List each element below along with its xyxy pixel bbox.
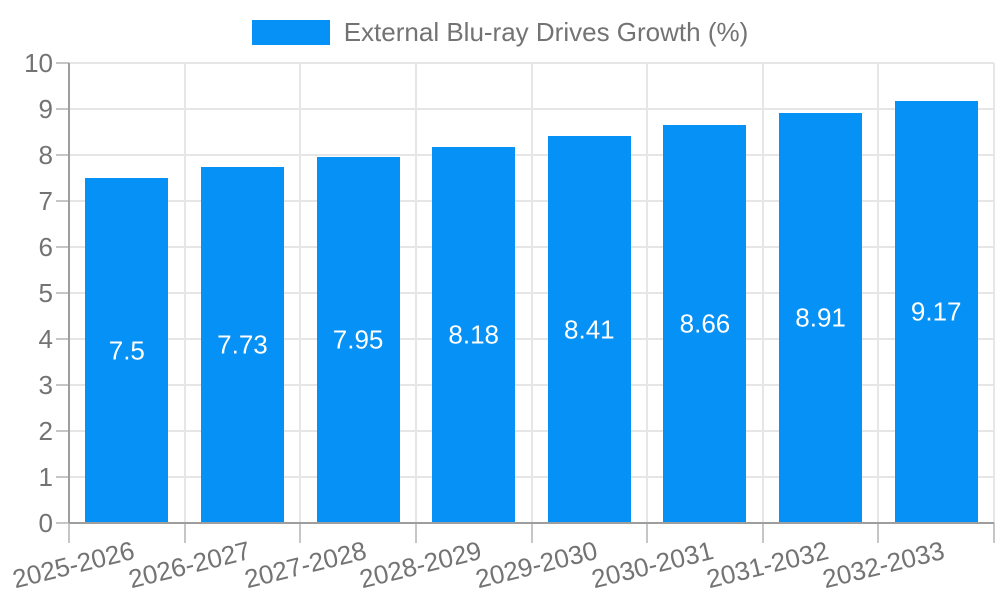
x-axis-line xyxy=(69,522,994,524)
v-gridline xyxy=(530,63,533,523)
y-axis-line xyxy=(68,63,70,523)
bar: 8.18 xyxy=(432,146,516,523)
bar: 7.73 xyxy=(200,167,284,523)
x-tick-label: 2026-2027 xyxy=(125,535,254,595)
x-axis-tick xyxy=(761,523,764,543)
y-tick-label: 9 xyxy=(38,94,53,124)
v-gridline xyxy=(414,63,417,523)
bar: 7.95 xyxy=(316,157,400,523)
y-axis-tick xyxy=(56,476,69,478)
y-axis-tick xyxy=(56,338,69,340)
bar: 9.17 xyxy=(894,101,978,523)
x-axis-tick xyxy=(299,523,302,543)
x-tick-label: 2025-2026 xyxy=(9,535,138,595)
y-axis-tick xyxy=(56,522,69,524)
x-axis-tick xyxy=(646,523,649,543)
x-tick-label: 2030-2031 xyxy=(588,535,716,595)
y-tick-label: 7 xyxy=(38,186,53,216)
y-tick-label: 5 xyxy=(38,278,53,308)
v-gridline xyxy=(183,63,186,523)
y-tick-label: 3 xyxy=(38,370,53,400)
x-axis-tick xyxy=(183,523,186,543)
y-tick-label: 10 xyxy=(24,48,53,78)
y-axis-tick xyxy=(56,108,69,110)
bar-value-label: 9.17 xyxy=(910,296,962,327)
x-tick-label: 2027-2028 xyxy=(241,535,370,595)
v-gridline xyxy=(761,63,764,523)
legend-swatch-icon xyxy=(251,19,330,45)
y-axis-tick xyxy=(56,246,69,248)
v-gridline xyxy=(646,63,649,523)
bar-value-label: 7.5 xyxy=(108,335,145,365)
x-tick-label: 2029-2030 xyxy=(472,535,601,595)
y-tick-label: 0 xyxy=(38,508,53,538)
x-axis-tick xyxy=(993,523,995,543)
x-axis-tick xyxy=(530,523,533,543)
bar-value-label: 7.95 xyxy=(332,324,384,355)
bar-value-label: 8.66 xyxy=(679,308,731,339)
y-tick-label: 4 xyxy=(38,324,53,354)
bar: 8.66 xyxy=(663,124,747,523)
bar-value-label: 8.41 xyxy=(564,314,615,345)
chart-legend[interactable]: External Blu-ray Drives Growth (%) xyxy=(0,17,1000,47)
v-gridline xyxy=(993,63,995,523)
plot-area: 2025-2026 2026-2027 2027-2028 2028-2029 2029… xyxy=(10,50,995,594)
x-axis-tick xyxy=(68,523,70,543)
bar: 8.91 xyxy=(779,113,863,523)
bar-value-label: 8.91 xyxy=(795,302,846,333)
y-axis-tick xyxy=(56,292,69,294)
v-gridline xyxy=(877,63,880,523)
y-axis-tick xyxy=(56,430,69,432)
y-axis-tick xyxy=(56,62,69,64)
x-tick-label: 2031-2032 xyxy=(703,535,832,595)
y-tick-label: 8 xyxy=(38,140,53,170)
x-axis-tick xyxy=(414,523,417,543)
v-gridline xyxy=(299,63,302,523)
x-tick-label: 2032-2033 xyxy=(819,535,948,595)
bar: 8.41 xyxy=(547,136,631,523)
bar-value-label: 8.18 xyxy=(448,319,499,350)
y-axis-tick xyxy=(56,384,69,386)
y-axis-tick xyxy=(56,200,69,202)
x-axis-tick xyxy=(877,523,880,543)
y-axis-tick xyxy=(56,154,69,156)
x-tick-label: 2028-2029 xyxy=(356,535,485,595)
legend-label: External Blu-ray Drives Growth (%) xyxy=(343,17,749,47)
y-tick-label: 1 xyxy=(38,462,53,492)
y-tick-label: 2 xyxy=(38,416,53,446)
bar: 7.5 xyxy=(85,178,169,523)
y-tick-label: 6 xyxy=(38,232,53,262)
bar-value-label: 7.73 xyxy=(217,329,268,360)
